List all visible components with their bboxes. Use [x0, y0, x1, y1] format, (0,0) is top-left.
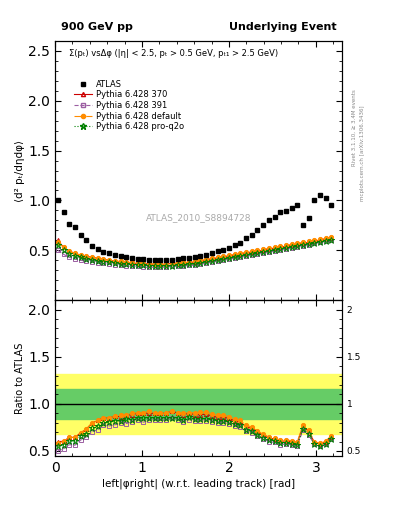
Text: ATLAS_2010_S8894728: ATLAS_2010_S8894728	[146, 212, 251, 222]
Text: Rivet 3.1.10, ≥ 3.4M events: Rivet 3.1.10, ≥ 3.4M events	[352, 90, 357, 166]
X-axis label: left|φright| (w.r.t. leading track) [rad]: left|φright| (w.r.t. leading track) [rad…	[102, 479, 295, 489]
Text: Underlying Event: Underlying Event	[229, 22, 336, 32]
Y-axis label: Ratio to ATLAS: Ratio to ATLAS	[15, 342, 26, 414]
Bar	[55, 374, 342, 434]
Bar	[55, 389, 342, 419]
Y-axis label: ⟨d² pₜ/dηdφ⟩: ⟨d² pₜ/dηdφ⟩	[15, 140, 26, 202]
Legend: ATLAS, Pythia 6.428 370, Pythia 6.428 391, Pythia 6.428 default, Pythia 6.428 pr: ATLAS, Pythia 6.428 370, Pythia 6.428 39…	[71, 76, 187, 135]
Text: Σ(pₜ) vsΔφ (|η| < 2.5, pₜ > 0.5 GeV, pₜ₁ > 2.5 GeV): Σ(pₜ) vsΔφ (|η| < 2.5, pₜ > 0.5 GeV, pₜ₁…	[70, 49, 279, 58]
Text: 900 GeV pp: 900 GeV pp	[61, 22, 132, 32]
Text: mcplots.cern.ch [arXiv:1306.3436]: mcplots.cern.ch [arXiv:1306.3436]	[360, 106, 365, 201]
